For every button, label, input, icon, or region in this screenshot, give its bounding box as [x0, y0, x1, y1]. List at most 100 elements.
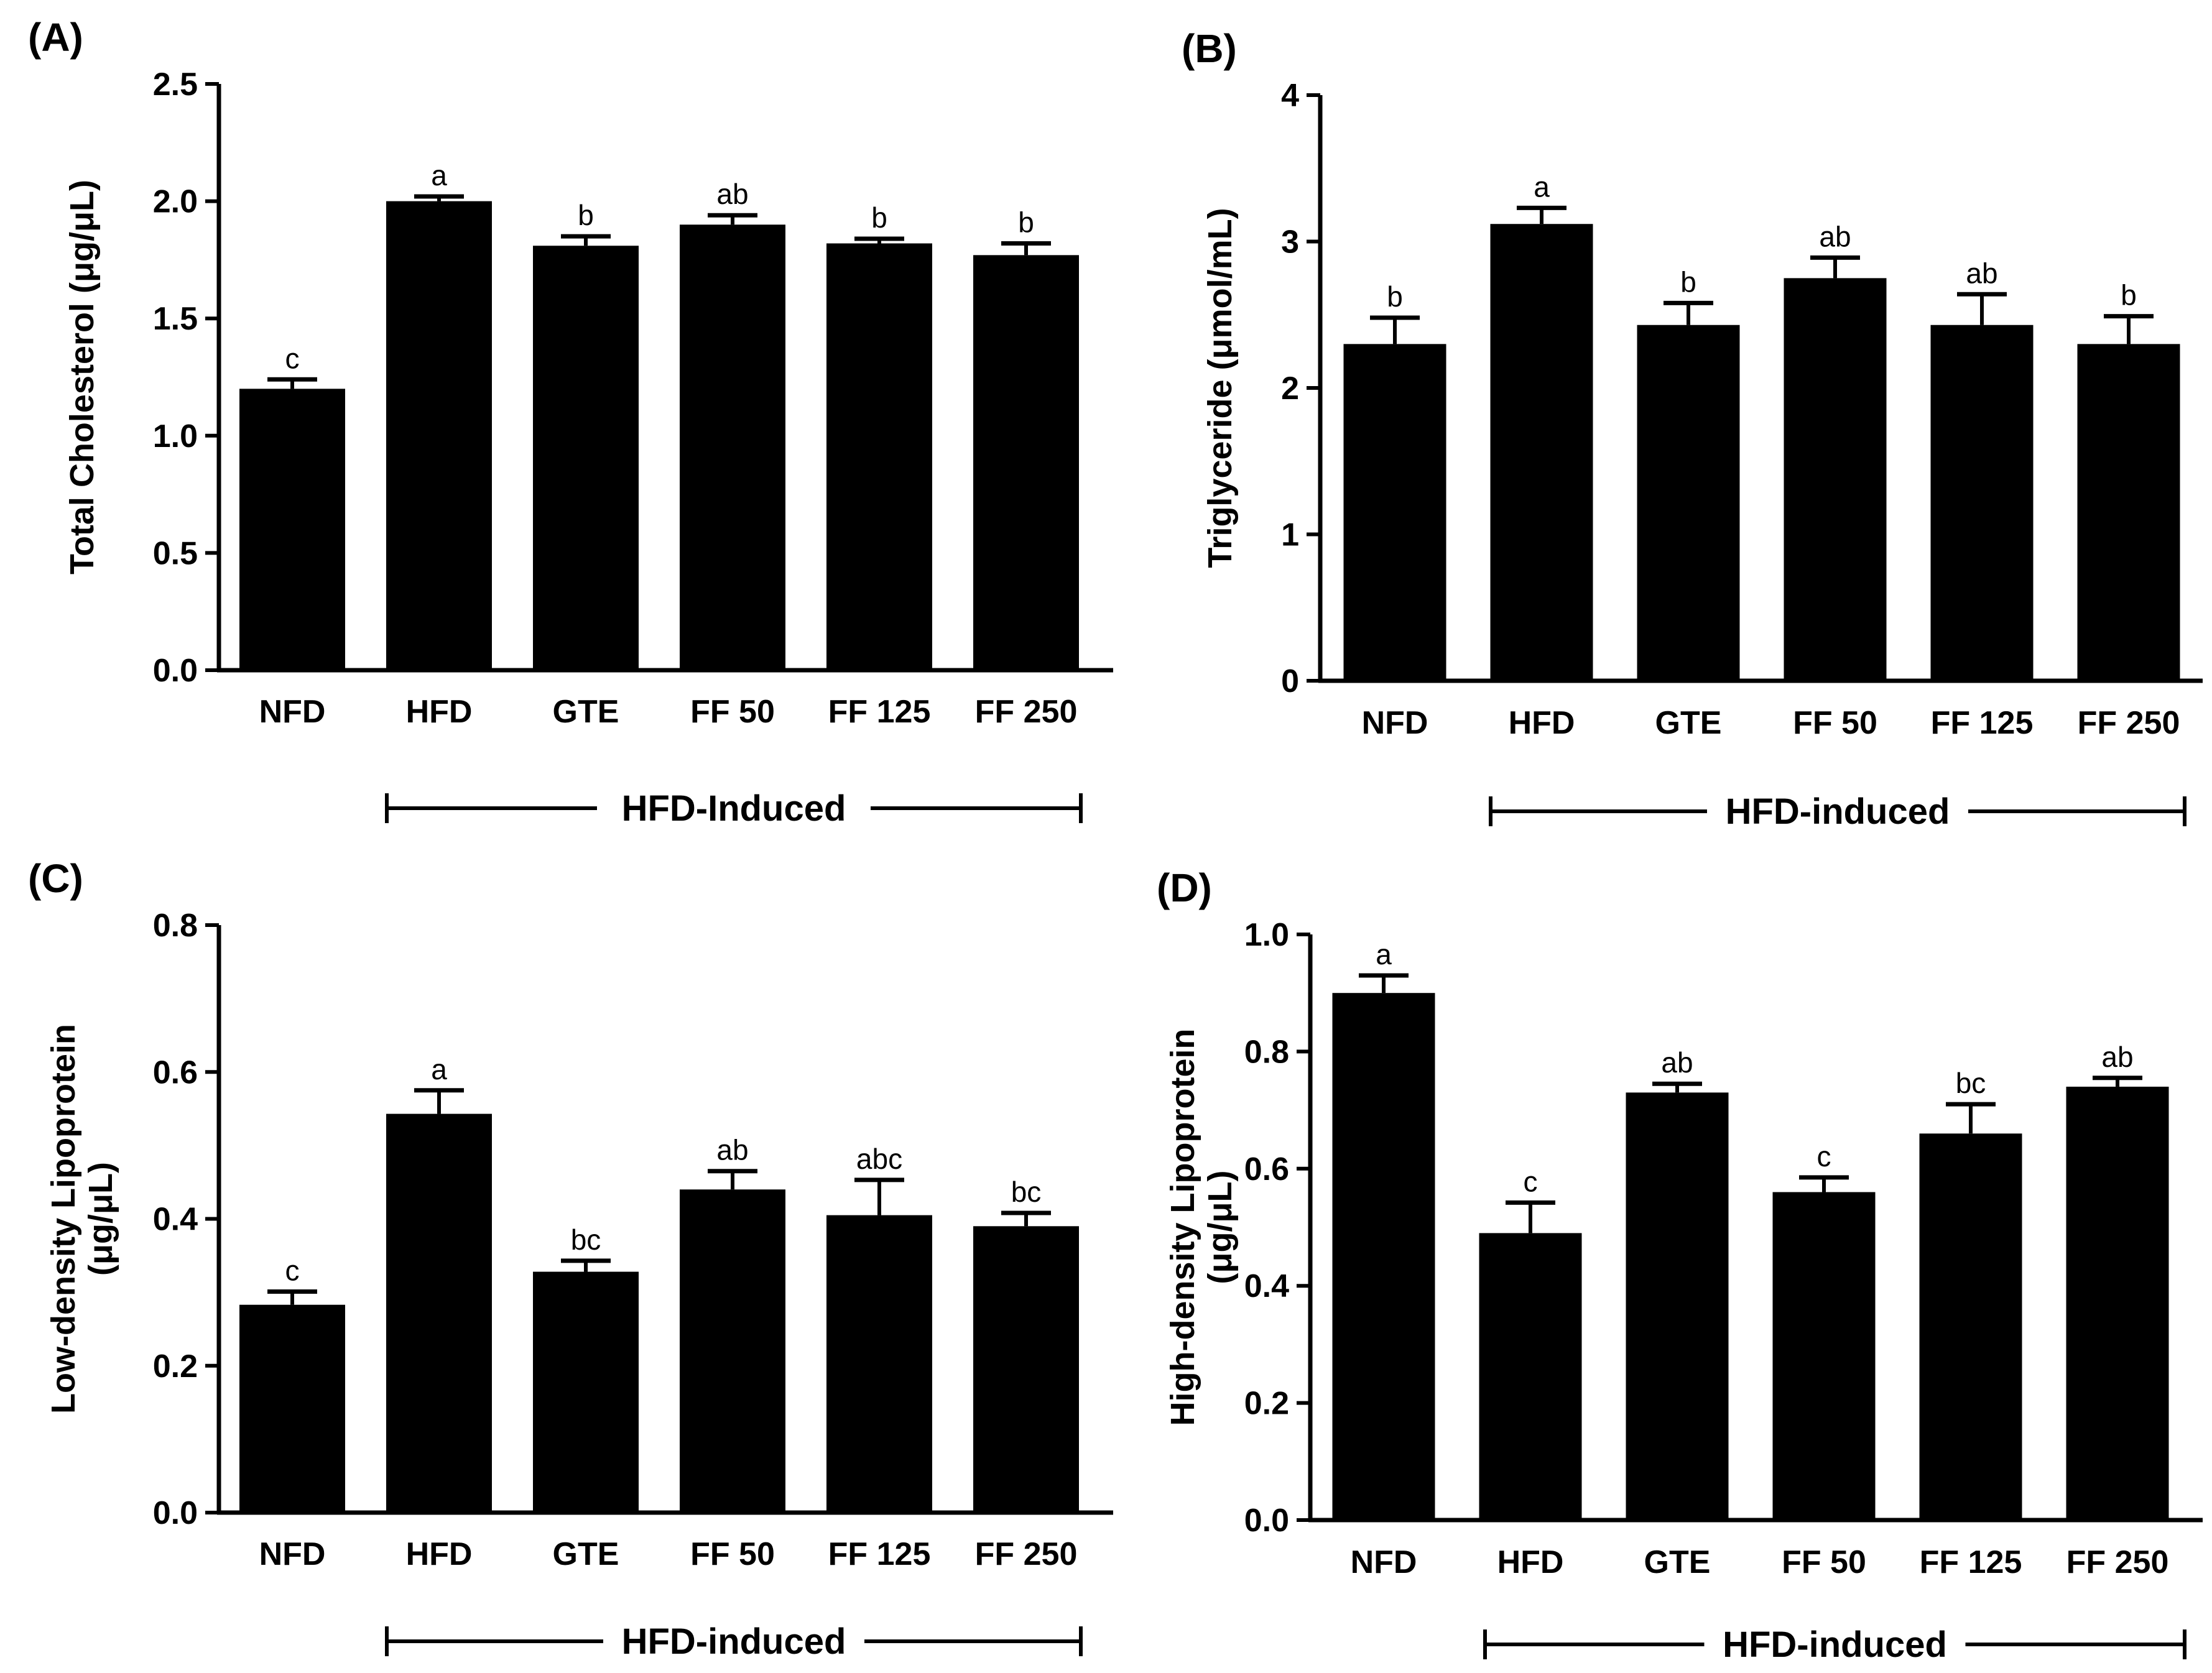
y-axis-title: Total Cholesterol (μg/μL): [63, 180, 101, 574]
y-tick-label: 0: [1281, 663, 1299, 699]
bar: [1637, 325, 1740, 681]
bar: [680, 224, 785, 670]
significance-label: bc: [1011, 1176, 1042, 1208]
bar: [1784, 278, 1887, 681]
bar: [1772, 1192, 1876, 1520]
x-tick-label: HFD: [1497, 1544, 1564, 1580]
y-tick-label: 0.2: [153, 1348, 198, 1385]
x-tick-label: GTE: [1644, 1544, 1711, 1580]
y-tick-label: 0.6: [153, 1054, 198, 1090]
significance-label: c: [285, 1254, 300, 1286]
y-tick-label: 0.8: [153, 908, 198, 944]
x-tick-label: FF 250: [975, 694, 1078, 730]
x-tick-label: FF 250: [975, 1536, 1078, 1572]
significance-label: a: [1376, 938, 1392, 970]
bar: [1919, 1133, 2022, 1520]
y-tick-label: 0.8: [1244, 1034, 1289, 1070]
x-tick-label: HFD: [406, 694, 473, 730]
significance-label: ab: [716, 178, 748, 210]
bar: [1490, 224, 1593, 681]
significance-label: bc: [1956, 1067, 1986, 1099]
bar: [1930, 325, 2034, 681]
x-tick-label: FF 250: [2078, 705, 2180, 741]
x-tick-label: GTE: [1655, 705, 1722, 741]
bar: [386, 1113, 492, 1513]
bar: [239, 1304, 345, 1513]
group-label: HFD-induced: [1723, 1625, 1947, 1665]
y-tick-label: 0.0: [153, 1495, 198, 1531]
y-tick-label: 0.6: [1244, 1151, 1289, 1187]
significance-label: b: [871, 201, 887, 234]
bar: [239, 389, 345, 670]
x-tick-label: FF 125: [1920, 1544, 2022, 1580]
y-tick-label: 1.0: [153, 418, 198, 454]
y-tick-label: 3: [1281, 224, 1299, 260]
y-tick-label: 0.5: [153, 535, 198, 571]
bar: [1626, 1092, 1729, 1520]
y-axis-title: Triglyceride (μmol/mL): [1201, 208, 1239, 568]
significance-label: b: [578, 199, 594, 231]
bar: [973, 1226, 1079, 1513]
y-tick-label: 2.0: [153, 184, 198, 220]
x-tick-label: FF 125: [828, 694, 931, 730]
y-axis-title: (μg/μL): [82, 1162, 119, 1276]
significance-label: b: [1018, 206, 1034, 238]
significance-label: a: [1534, 170, 1550, 203]
significance-label: b: [1387, 280, 1403, 313]
bar: [533, 1271, 639, 1513]
y-tick-label: 2.5: [153, 67, 198, 103]
bar: [2066, 1086, 2169, 1520]
significance-label: ab: [1966, 257, 1997, 289]
bar: [1343, 344, 1446, 681]
significance-label: ab: [716, 1134, 748, 1166]
x-tick-label: FF 125: [1931, 705, 2034, 741]
panel-c: (C) 0.0 0.2 0.4 0.6 0.8 Low-density Lipoprotei…: [28, 856, 1113, 1662]
x-tick-label: GTE: [553, 694, 619, 730]
panel-a: (A) 0.0 0.5 1.0 1.5 2.0 2.5 Total Cholesterol (…: [28, 15, 1113, 829]
y-axis-title: (μg/μL): [1201, 1170, 1239, 1284]
x-tick-label: FF 250: [2066, 1544, 2169, 1580]
significance-label: a: [431, 159, 447, 191]
x-tick-label: NFD: [259, 694, 326, 730]
panel-label: (C): [28, 856, 83, 901]
group-label: HFD-Induced: [622, 788, 846, 829]
bar: [826, 243, 932, 671]
x-tick-label: GTE: [553, 1536, 619, 1572]
bar: [1332, 993, 1435, 1520]
bar: [386, 201, 492, 671]
group-label: HFD-induced: [1726, 791, 1950, 832]
panel-b: (B) 0 1 2 3 4 Triglyceride (μmol/mL) b NFD a HFD b G…: [1182, 26, 2203, 832]
bar: [1479, 1233, 1582, 1520]
significance-label: ab: [2101, 1041, 2133, 1073]
panel-label: (D): [1157, 865, 1212, 910]
x-tick-label: FF 50: [1782, 1544, 1866, 1580]
y-tick-label: 2: [1281, 371, 1299, 407]
significance-label: c: [285, 342, 300, 374]
significance-label: a: [431, 1053, 447, 1085]
panel-d: (D) 0.0 0.2 0.4 0.6 0.8 1.0 High-density Lipopr…: [1157, 865, 2203, 1665]
bar: [826, 1215, 932, 1513]
x-tick-label: FF 50: [690, 1536, 775, 1572]
y-tick-label: 0.4: [1244, 1268, 1289, 1304]
panel-label: (A): [28, 15, 83, 60]
significance-label: c: [1817, 1140, 1831, 1173]
bar: [973, 255, 1079, 671]
significance-label: b: [2121, 279, 2137, 311]
group-label: HFD-induced: [622, 1621, 846, 1662]
bar: [2077, 344, 2180, 681]
y-tick-label: 0.2: [1244, 1386, 1289, 1422]
x-tick-label: HFD: [406, 1536, 473, 1572]
y-tick-label: 4: [1281, 78, 1299, 114]
bar: [680, 1189, 785, 1513]
y-axis-title: High-density Lipoprotein: [1164, 1029, 1201, 1426]
y-tick-label: 1.0: [1244, 917, 1289, 953]
x-tick-label: FF 50: [690, 694, 775, 730]
x-tick-label: NFD: [1362, 705, 1428, 741]
x-tick-label: HFD: [1509, 705, 1575, 741]
x-tick-label: NFD: [1351, 1544, 1417, 1580]
significance-label: bc: [571, 1224, 601, 1256]
significance-label: abc: [856, 1143, 902, 1175]
significance-label: b: [1680, 265, 1696, 298]
y-tick-label: 1.5: [153, 301, 198, 337]
